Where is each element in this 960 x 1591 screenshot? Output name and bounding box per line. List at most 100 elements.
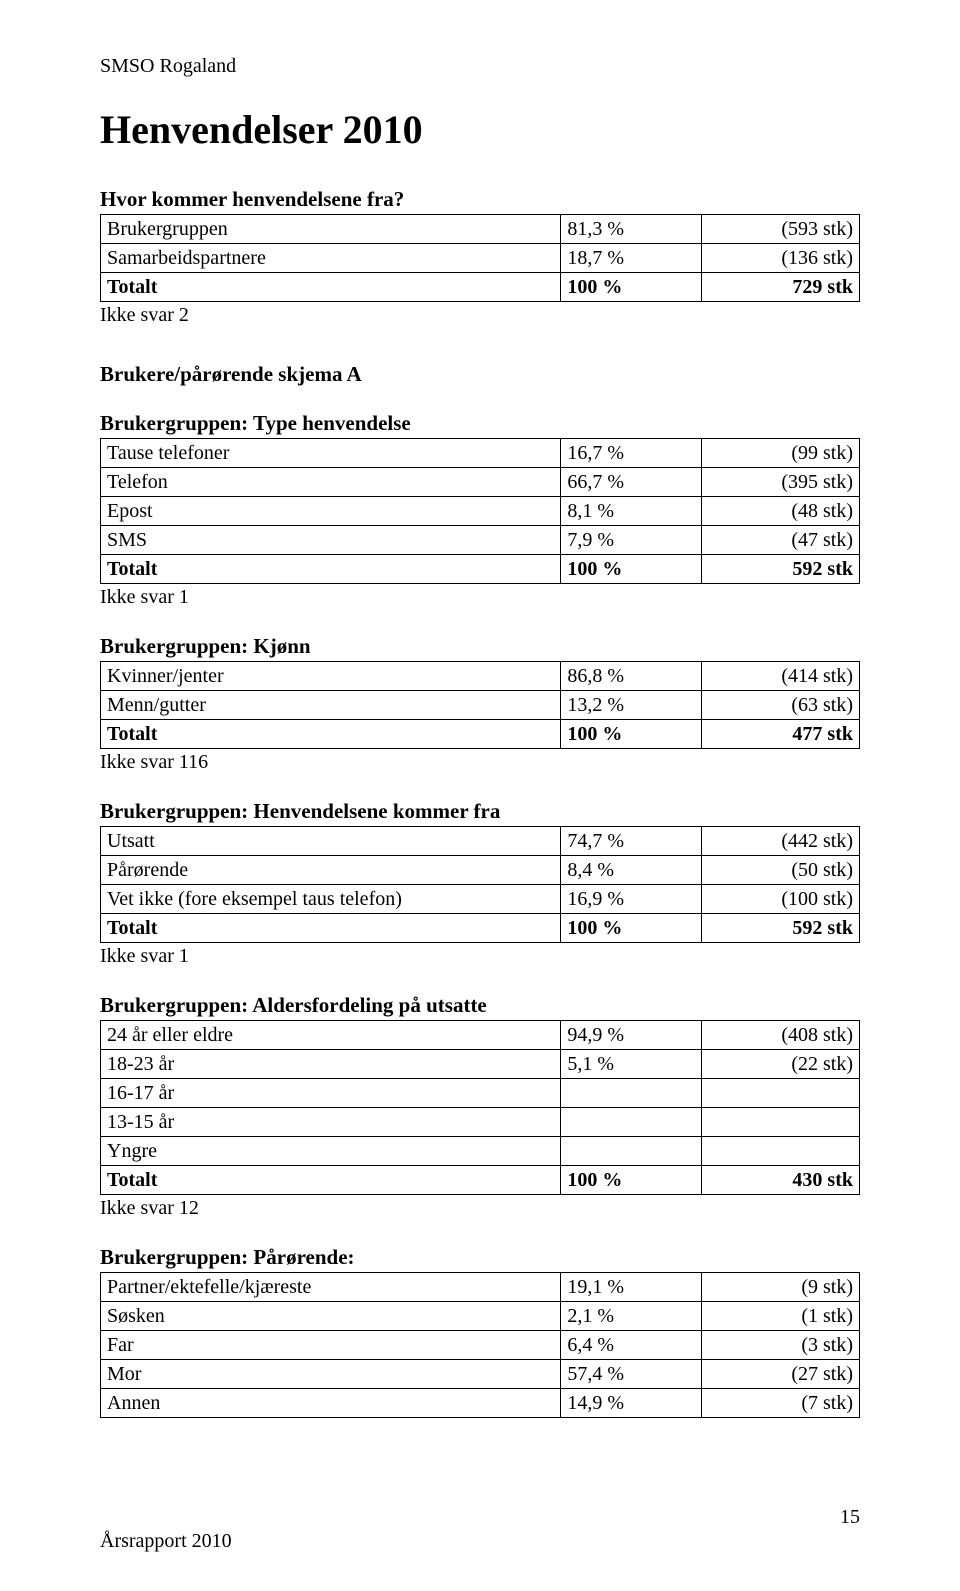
row-value: (9 stk) xyxy=(702,1273,860,1302)
section-heading: Brukergruppen: Henvendelsene kommer fra xyxy=(100,799,860,824)
row-label: Totalt xyxy=(101,1166,561,1195)
page-number: 15 xyxy=(840,1506,860,1529)
row-percent: 18,7 % xyxy=(561,244,702,273)
table-note: Ikke svar 1 xyxy=(100,943,860,969)
row-percent: 100 % xyxy=(561,273,702,302)
data-table: Brukergruppen81,3 %(593 stk)Samarbeidspa… xyxy=(100,214,860,302)
row-value: (27 stk) xyxy=(702,1360,860,1389)
table-row: Søsken2,1 %(1 stk) xyxy=(101,1302,860,1331)
data-table: Partner/ektefelle/kjæreste19,1 %(9 stk)S… xyxy=(100,1272,860,1418)
row-label: Menn/gutter xyxy=(101,691,561,720)
row-value: 592 stk xyxy=(702,555,860,584)
row-percent: 100 % xyxy=(561,720,702,749)
row-percent: 13,2 % xyxy=(561,691,702,720)
row-percent: 86,8 % xyxy=(561,662,702,691)
row-value xyxy=(702,1108,860,1137)
table-row: Annen14,9 %(7 stk) xyxy=(101,1389,860,1418)
footer-report-label: Årsrapport 2010 xyxy=(100,1530,232,1553)
row-percent: 8,4 % xyxy=(561,856,702,885)
row-percent: 100 % xyxy=(561,555,702,584)
table-note: Ikke svar 116 xyxy=(100,749,860,775)
row-label: Vet ikke (fore eksempel taus telefon) xyxy=(101,885,561,914)
tables-container: Hvor kommer henvendelsene fra?Brukergrup… xyxy=(100,187,860,1418)
table-row: Menn/gutter13,2 %(63 stk) xyxy=(101,691,860,720)
row-label: 18-23 år xyxy=(101,1050,561,1079)
row-value: 729 stk xyxy=(702,273,860,302)
table-note: Ikke svar 1 xyxy=(100,584,860,610)
row-label: Tause telefoner xyxy=(101,439,561,468)
page: SMSO Rogaland Henvendelser 2010 Hvor kom… xyxy=(0,0,960,1418)
row-label: Annen xyxy=(101,1389,561,1418)
row-percent xyxy=(561,1108,702,1137)
table-row: Telefon66,7 %(395 stk) xyxy=(101,468,860,497)
table-row: Utsatt74,7 %(442 stk) xyxy=(101,827,860,856)
row-percent xyxy=(561,1079,702,1108)
row-value: (408 stk) xyxy=(702,1021,860,1050)
table-row: Kvinner/jenter86,8 %(414 stk) xyxy=(101,662,860,691)
row-label: Telefon xyxy=(101,468,561,497)
section-heading: Brukergruppen: Type henvendelse xyxy=(100,411,860,436)
row-percent: 74,7 % xyxy=(561,827,702,856)
document-header: SMSO Rogaland xyxy=(100,55,860,78)
table-row: Totalt100 %592 stk xyxy=(101,555,860,584)
row-percent: 2,1 % xyxy=(561,1302,702,1331)
row-label: Totalt xyxy=(101,914,561,943)
row-label: Samarbeidspartnere xyxy=(101,244,561,273)
row-value: (395 stk) xyxy=(702,468,860,497)
row-percent: 16,7 % xyxy=(561,439,702,468)
row-value: (99 stk) xyxy=(702,439,860,468)
row-value xyxy=(702,1137,860,1166)
row-percent: 7,9 % xyxy=(561,526,702,555)
row-value: (50 stk) xyxy=(702,856,860,885)
row-percent: 19,1 % xyxy=(561,1273,702,1302)
row-value: (1 stk) xyxy=(702,1302,860,1331)
row-label: Far xyxy=(101,1331,561,1360)
row-label: Kvinner/jenter xyxy=(101,662,561,691)
table-row: Far6,4 %(3 stk) xyxy=(101,1331,860,1360)
section-heading: Hvor kommer henvendelsene fra? xyxy=(100,187,860,212)
row-label: Totalt xyxy=(101,720,561,749)
section-preheading: Brukere/pårørende skjema A xyxy=(100,362,860,387)
table-row: 13-15 år xyxy=(101,1108,860,1137)
table-row: Yngre xyxy=(101,1137,860,1166)
row-value: (136 stk) xyxy=(702,244,860,273)
row-percent: 14,9 % xyxy=(561,1389,702,1418)
row-label: Yngre xyxy=(101,1137,561,1166)
row-value: 477 stk xyxy=(702,720,860,749)
section-heading: Brukergruppen: Kjønn xyxy=(100,634,860,659)
row-value xyxy=(702,1079,860,1108)
data-table: Tause telefoner16,7 %(99 stk)Telefon66,7… xyxy=(100,438,860,584)
table-note: Ikke svar 12 xyxy=(100,1195,860,1221)
row-label: 13-15 år xyxy=(101,1108,561,1137)
row-percent: 5,1 % xyxy=(561,1050,702,1079)
row-percent: 8,1 % xyxy=(561,497,702,526)
row-label: SMS xyxy=(101,526,561,555)
row-value: (7 stk) xyxy=(702,1389,860,1418)
table-row: 24 år eller eldre94,9 %(408 stk) xyxy=(101,1021,860,1050)
row-label: 16-17 år xyxy=(101,1079,561,1108)
table-row: Totalt100 %477 stk xyxy=(101,720,860,749)
page-title: Henvendelser 2010 xyxy=(100,106,860,153)
row-label: Totalt xyxy=(101,555,561,584)
row-value: (22 stk) xyxy=(702,1050,860,1079)
table-row: Tause telefoner16,7 %(99 stk) xyxy=(101,439,860,468)
row-value: 592 stk xyxy=(702,914,860,943)
row-percent: 66,7 % xyxy=(561,468,702,497)
row-value: (593 stk) xyxy=(702,215,860,244)
row-percent: 16,9 % xyxy=(561,885,702,914)
table-row: Samarbeidspartnere18,7 %(136 stk) xyxy=(101,244,860,273)
section-heading: Brukergruppen: Pårørende: xyxy=(100,1245,860,1270)
table-row: Partner/ektefelle/kjæreste19,1 %(9 stk) xyxy=(101,1273,860,1302)
table-row: Pårørende8,4 %(50 stk) xyxy=(101,856,860,885)
row-label: Pårørende xyxy=(101,856,561,885)
row-value: 430 stk xyxy=(702,1166,860,1195)
table-row: Brukergruppen81,3 %(593 stk) xyxy=(101,215,860,244)
row-value: (48 stk) xyxy=(702,497,860,526)
row-percent xyxy=(561,1137,702,1166)
row-value: (3 stk) xyxy=(702,1331,860,1360)
row-percent: 100 % xyxy=(561,914,702,943)
row-label: 24 år eller eldre xyxy=(101,1021,561,1050)
row-label: Partner/ektefelle/kjæreste xyxy=(101,1273,561,1302)
row-value: (63 stk) xyxy=(702,691,860,720)
row-value: (100 stk) xyxy=(702,885,860,914)
